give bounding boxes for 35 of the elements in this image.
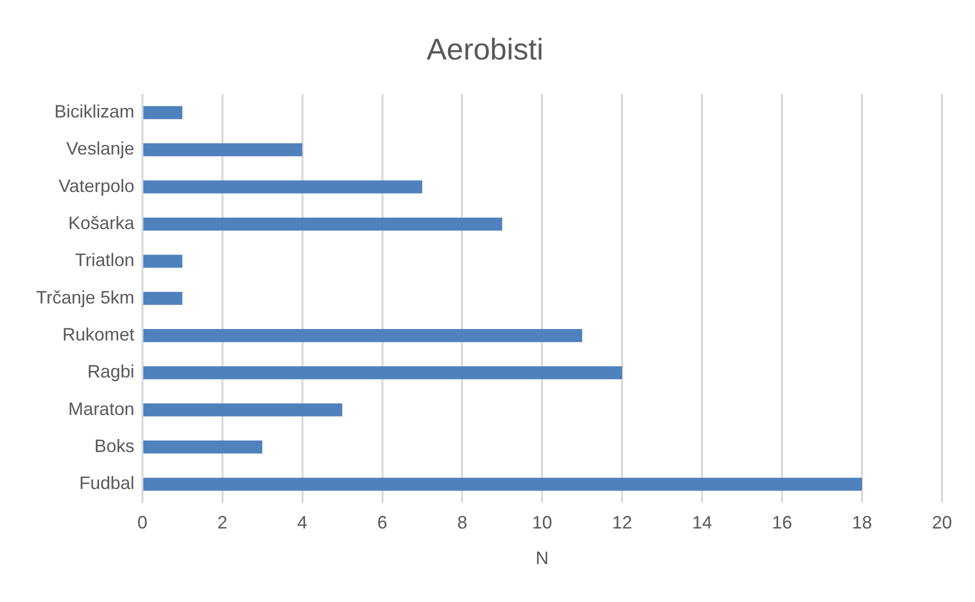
x-tick-label: 18	[852, 512, 872, 533]
bar	[143, 478, 862, 491]
x-tick-label: 4	[297, 512, 308, 533]
y-tick-label: Triatlon	[75, 250, 134, 270]
x-tick-label: 8	[457, 512, 468, 533]
y-tick-label: Vaterpolo	[58, 176, 134, 196]
bar	[143, 106, 182, 120]
bar	[143, 292, 182, 305]
y-tick-label: Rukomet	[62, 324, 134, 345]
x-tick-label: 0	[137, 512, 148, 533]
bar	[143, 403, 342, 416]
x-tick-label: 12	[612, 512, 632, 533]
y-tick-label: Ragbi	[87, 362, 134, 382]
y-tick-label: Veslanje	[66, 138, 134, 159]
x-tick-label: 10	[532, 512, 552, 533]
y-tick-label: Fudbal	[79, 473, 134, 494]
chart-title: Aerobisti	[426, 33, 544, 66]
x-tick-label: 16	[772, 512, 792, 533]
x-tick-label: 20	[932, 512, 952, 533]
bar	[143, 329, 582, 342]
bar	[143, 440, 262, 454]
bar	[143, 143, 302, 156]
x-tick-label: 6	[377, 512, 388, 533]
y-tick-label: Trčanje 5km	[36, 287, 134, 308]
y-tick-label: Maraton	[68, 398, 134, 419]
y-tick-label: Boks	[94, 436, 134, 456]
x-tick-label: 14	[692, 512, 712, 533]
y-tick-label: Biciklizam	[54, 102, 134, 122]
bar	[143, 218, 502, 231]
bar	[143, 254, 182, 268]
x-tick-label: 2	[217, 512, 228, 533]
x-axis-title: N	[536, 548, 549, 568]
bar	[143, 180, 422, 194]
bar	[143, 366, 622, 380]
y-tick-label: Košarka	[68, 213, 136, 234]
